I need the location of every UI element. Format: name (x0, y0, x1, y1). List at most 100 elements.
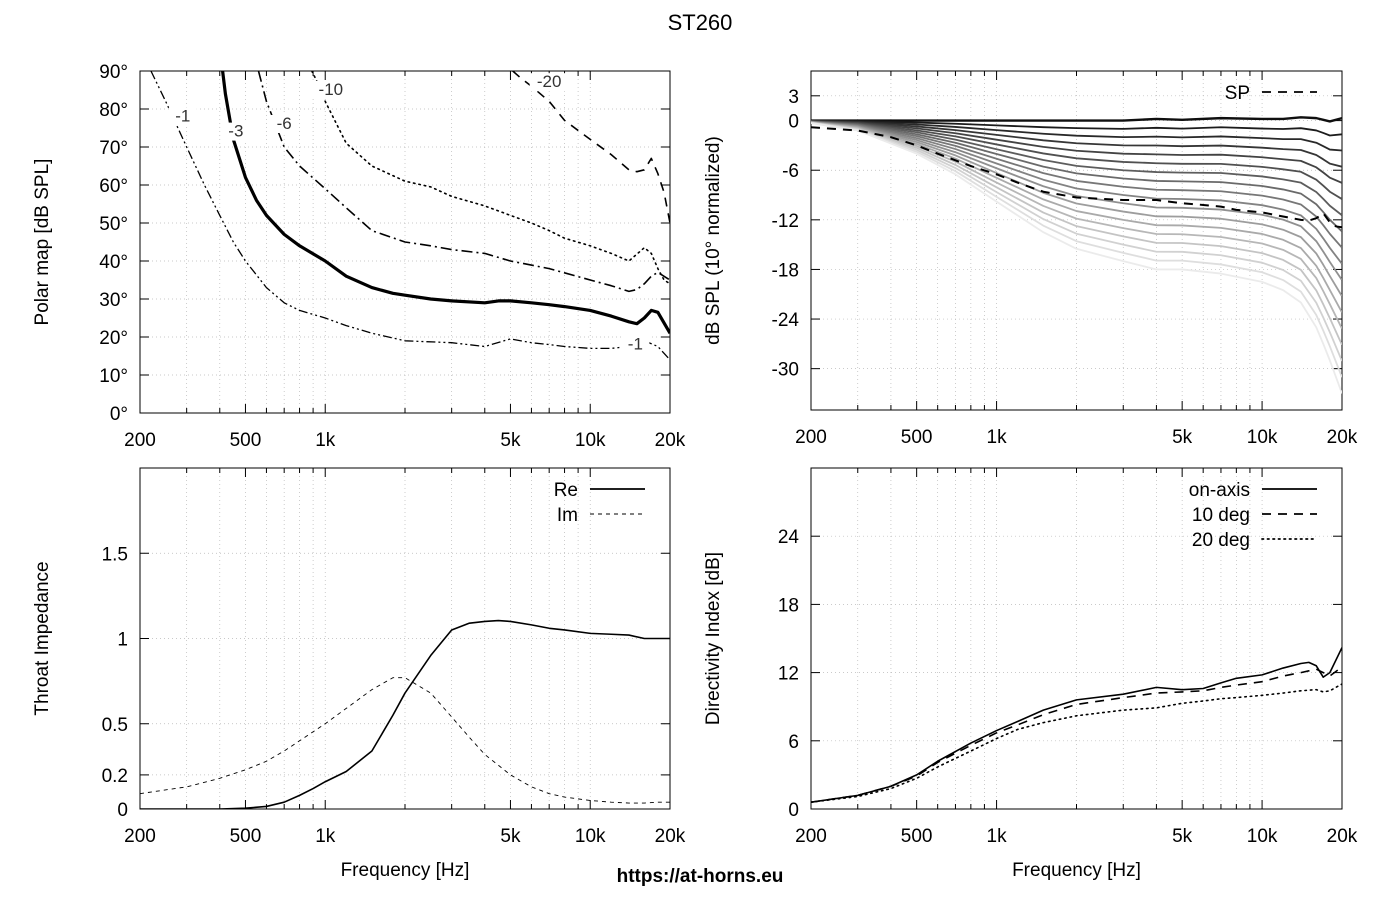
y-tick-label: 20° (99, 328, 128, 349)
contour-label: -20 (537, 72, 562, 91)
y-tick-label: 12 (778, 664, 799, 685)
x-tick-label: 10k (575, 826, 606, 847)
polar-angle-curve (811, 121, 1342, 265)
x-axis-label: Frequency [Hz] (341, 860, 470, 881)
polar-angle-curve (811, 120, 1342, 184)
y-tick-label: 1 (117, 630, 128, 651)
di-grid (810, 468, 1343, 810)
contour-label: -10 (319, 80, 344, 99)
series-line-20-deg (811, 683, 1342, 803)
spl-plot-area (811, 116, 1342, 394)
x-tick-label: 5k (1172, 427, 1193, 448)
x-tick-label: 500 (230, 826, 262, 847)
spl-normalized-chart: 200 500 1k 5k 10k 20k 3 0 -6 -12 -18 -24 -30 dB SPL (… (703, 70, 1358, 448)
series-line-10-deg (811, 666, 1342, 803)
x-tick-label: 20k (1327, 826, 1358, 847)
x-tick-label: 10k (1247, 427, 1278, 448)
polar-angle-curve (811, 119, 1342, 137)
contour-label-bg (221, 122, 250, 141)
contour-label: -1 (628, 334, 643, 353)
y-tick-label: 6 (788, 732, 799, 753)
x-tick-label: 20k (655, 826, 686, 847)
di-frame (810, 467, 1343, 810)
y-tick-label: 40° (99, 252, 128, 273)
contour-label: -3 (228, 122, 243, 141)
x-tick-label: 200 (124, 430, 156, 451)
y-tick-label: 0 (788, 800, 799, 821)
y-tick-label: 24 (778, 527, 800, 548)
series-line--6 (257, 71, 670, 293)
impedance-plot-area (140, 619, 670, 809)
y-tick-label: 0° (110, 404, 128, 425)
y-axis-label: Directivity Index [dB] (703, 552, 724, 725)
series-line--10 (311, 71, 670, 285)
polar-angle-curve (811, 121, 1342, 313)
y-tick-label: 70° (99, 138, 128, 159)
y-tick-label: -12 (772, 211, 799, 232)
y-axis-label: dB SPL (10° normalized) (703, 136, 724, 345)
impedance-grid (139, 468, 671, 810)
polar-angle-curve (811, 120, 1342, 217)
impedance-legend: Re Im (554, 480, 645, 526)
y-tick-label: -24 (772, 310, 800, 331)
x-axis-label: Frequency [Hz] (1012, 860, 1141, 881)
di-legend: on-axis 10 deg 20 deg (1189, 480, 1318, 551)
x-tick-label: 20k (655, 430, 686, 451)
di-plot-area (811, 647, 1342, 803)
polar-angle-curve (811, 120, 1342, 200)
x-tick-label: 500 (230, 430, 262, 451)
y-tick-label: 0 (117, 800, 128, 821)
figure-title: ST260 (667, 10, 733, 35)
x-tick-label: 5k (1172, 826, 1193, 847)
contour-label-bg (311, 80, 351, 99)
polar-angle-curve (811, 121, 1342, 346)
polar-angle-curve (811, 121, 1342, 281)
series-line-sp (811, 126, 1342, 229)
series-line--20 (512, 71, 670, 224)
y-tick-label: 50° (99, 214, 128, 235)
x-tick-label: 200 (795, 427, 827, 448)
x-tick-label: 200 (124, 826, 156, 847)
x-tick-label: 1k (987, 826, 1008, 847)
x-tick-label: 1k (315, 430, 336, 451)
footer-url: https://at-horns.eu (616, 866, 784, 887)
y-tick-label: 30° (99, 290, 128, 311)
y-tick-label: 0.2 (102, 766, 128, 787)
x-tick-label: 1k (987, 427, 1008, 448)
x-tick-label: 5k (500, 826, 521, 847)
contour-label-bg (270, 115, 299, 133)
y-tick-label: -18 (772, 260, 799, 281)
throat-impedance-chart: 200 500 1k 5k 10k 20k 0 0.2 0.5 1 1.5 Throat Impeda… (32, 467, 686, 881)
y-axis-label: Polar map [dB SPL] (32, 159, 53, 326)
contour-label-bg (168, 107, 197, 126)
x-tick-label: 10k (575, 430, 606, 451)
x-tick-label: 200 (795, 826, 827, 847)
y-tick-label: 80° (99, 100, 128, 121)
series-line--1 (150, 71, 670, 361)
polar-angle-curve (811, 116, 1342, 123)
y-tick-label: 3 (788, 87, 799, 108)
legend-label: on-axis (1189, 480, 1250, 501)
x-tick-label: 500 (901, 826, 933, 847)
series-line--3 (221, 71, 670, 335)
y-tick-label: -6 (782, 161, 799, 182)
contour-label: -1 (175, 106, 190, 125)
x-tick-label: 500 (901, 427, 933, 448)
legend-label: Re (554, 480, 578, 501)
y-tick-label: 60° (99, 176, 128, 197)
polar-angle-curve (811, 120, 1342, 152)
series-line-on-axis (811, 647, 1342, 803)
contour-label-bg (621, 335, 650, 354)
y-tick-label: 1.5 (102, 544, 128, 565)
x-tick-label: 20k (1327, 427, 1358, 448)
contour-label-bg (529, 73, 569, 92)
x-tick-label: 5k (500, 430, 521, 451)
spl-legend: SP (1225, 83, 1317, 104)
polar-angle-curve (811, 121, 1342, 330)
y-axis-label: Throat Impedance (32, 561, 53, 715)
y-tick-label: 0 (788, 112, 799, 133)
polar-map-chart: 200 500 1k 5k 10k 20k 0° 10° 20° 30° 40° 50° 60° 70° 8… (32, 62, 686, 451)
series-line-re (140, 619, 670, 809)
